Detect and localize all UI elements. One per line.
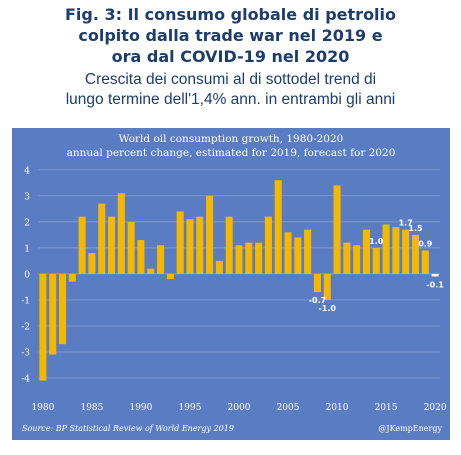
- bar: [382, 224, 390, 274]
- bar: [196, 216, 204, 274]
- chart-credit: @JKempEnergy: [378, 424, 442, 433]
- x-tick-label: 1985: [80, 403, 103, 413]
- bar: [353, 245, 361, 274]
- bar: [157, 245, 165, 274]
- bar: [323, 273, 331, 300]
- y-tick-label: -1: [21, 296, 30, 306]
- chart-subtitle: annual percent change, estimated for 201…: [67, 147, 396, 159]
- bar: [137, 240, 145, 274]
- figure-subtitle: Crescita dei consumi al di sottodel tren…: [0, 70, 461, 110]
- y-axis: -4 -3 -2 -1 0 1 2 3 4: [21, 166, 30, 384]
- bar: [372, 247, 380, 274]
- bar: [411, 234, 420, 274]
- bar: [68, 273, 76, 282]
- bar: [58, 273, 67, 345]
- figure-title: Fig. 3: Il consumo globale di petrolio c…: [0, 4, 461, 67]
- bar: [343, 242, 351, 274]
- x-tick-label: 2000: [228, 403, 251, 413]
- bar: [421, 250, 429, 274]
- data-label: -0.1: [426, 281, 444, 290]
- bar: [49, 273, 57, 355]
- y-tick-label: 0: [24, 270, 30, 280]
- bar: [392, 227, 400, 274]
- bar: [333, 185, 341, 274]
- x-axis: 1980 1985 1990 1995 2000 2005 2010 2015 2020: [31, 403, 446, 413]
- bar: [235, 245, 243, 274]
- x-tick-label: 2015: [375, 403, 398, 413]
- chart-title: World oil consumption growth, 1980-2020: [119, 133, 344, 145]
- bar: [166, 273, 174, 280]
- figure-subtitle-line: lungo termine dell'1,4% ann. in entrambi…: [65, 91, 396, 108]
- y-tick-label: 2: [24, 218, 30, 228]
- data-label: 1.5: [408, 224, 423, 233]
- bar: [117, 193, 125, 274]
- x-tick-label: 2010: [326, 403, 349, 413]
- bar: [402, 229, 410, 274]
- x-tick-label: 1980: [31, 403, 54, 413]
- figure-title-line: ora dal COVID-19 nel 2020: [111, 47, 350, 66]
- figure-subtitle-line: Crescita dei consumi al di sottodel tren…: [84, 71, 377, 88]
- y-tick-label: 1: [24, 244, 30, 254]
- data-label: -0.7: [309, 296, 327, 305]
- bar: [206, 195, 214, 274]
- bar: [39, 273, 47, 381]
- chart-source: Source: BP Statistical Review of World E…: [22, 424, 234, 433]
- bar: [284, 232, 292, 274]
- bar: [431, 273, 439, 277]
- figure-title-line: colpito dalla trade war nel 2019 e: [78, 26, 383, 45]
- bar: [98, 203, 106, 274]
- data-label: -1.0: [318, 304, 336, 313]
- bar: [78, 216, 86, 274]
- oil-consumption-chart: World oil consumption growth, 1980-2020 …: [12, 128, 450, 440]
- y-tick-label: -3: [21, 348, 30, 358]
- bar: [88, 253, 96, 274]
- chart-background: [12, 128, 450, 440]
- data-label: 0.9: [418, 239, 433, 248]
- bar: [294, 237, 302, 274]
- x-tick-label: 2005: [277, 403, 300, 413]
- bar: [147, 268, 155, 274]
- x-tick-label: 1995: [179, 403, 202, 413]
- y-tick-label: 4: [24, 166, 30, 176]
- bar: [186, 219, 194, 274]
- y-tick-label: -2: [21, 322, 30, 332]
- bar: [304, 229, 312, 274]
- bar: [245, 242, 253, 274]
- data-label: 1.0: [369, 237, 384, 246]
- data-label: 1.7: [399, 219, 413, 228]
- bar: [225, 216, 233, 274]
- x-tick-label: 1990: [129, 403, 152, 413]
- bar: [176, 211, 184, 274]
- y-tick-label: -4: [21, 374, 30, 384]
- bar: [313, 273, 321, 293]
- figure-title-line: Fig. 3: Il consumo globale di petrolio: [64, 5, 397, 24]
- bar: [274, 180, 282, 274]
- bar: [362, 229, 370, 274]
- x-tick-label: 2020: [424, 403, 447, 413]
- bar: [255, 242, 263, 274]
- bar: [108, 216, 116, 274]
- chart-panel: World oil consumption growth, 1980-2020 …: [12, 128, 450, 440]
- y-tick-label: 3: [24, 192, 30, 202]
- bar: [264, 216, 272, 274]
- bars: [39, 180, 439, 381]
- bar: [215, 260, 223, 274]
- bar: [127, 221, 135, 274]
- data-labels: -0.7-1.0 1.0 1.71.5 0.9 -0.1: [309, 219, 445, 313]
